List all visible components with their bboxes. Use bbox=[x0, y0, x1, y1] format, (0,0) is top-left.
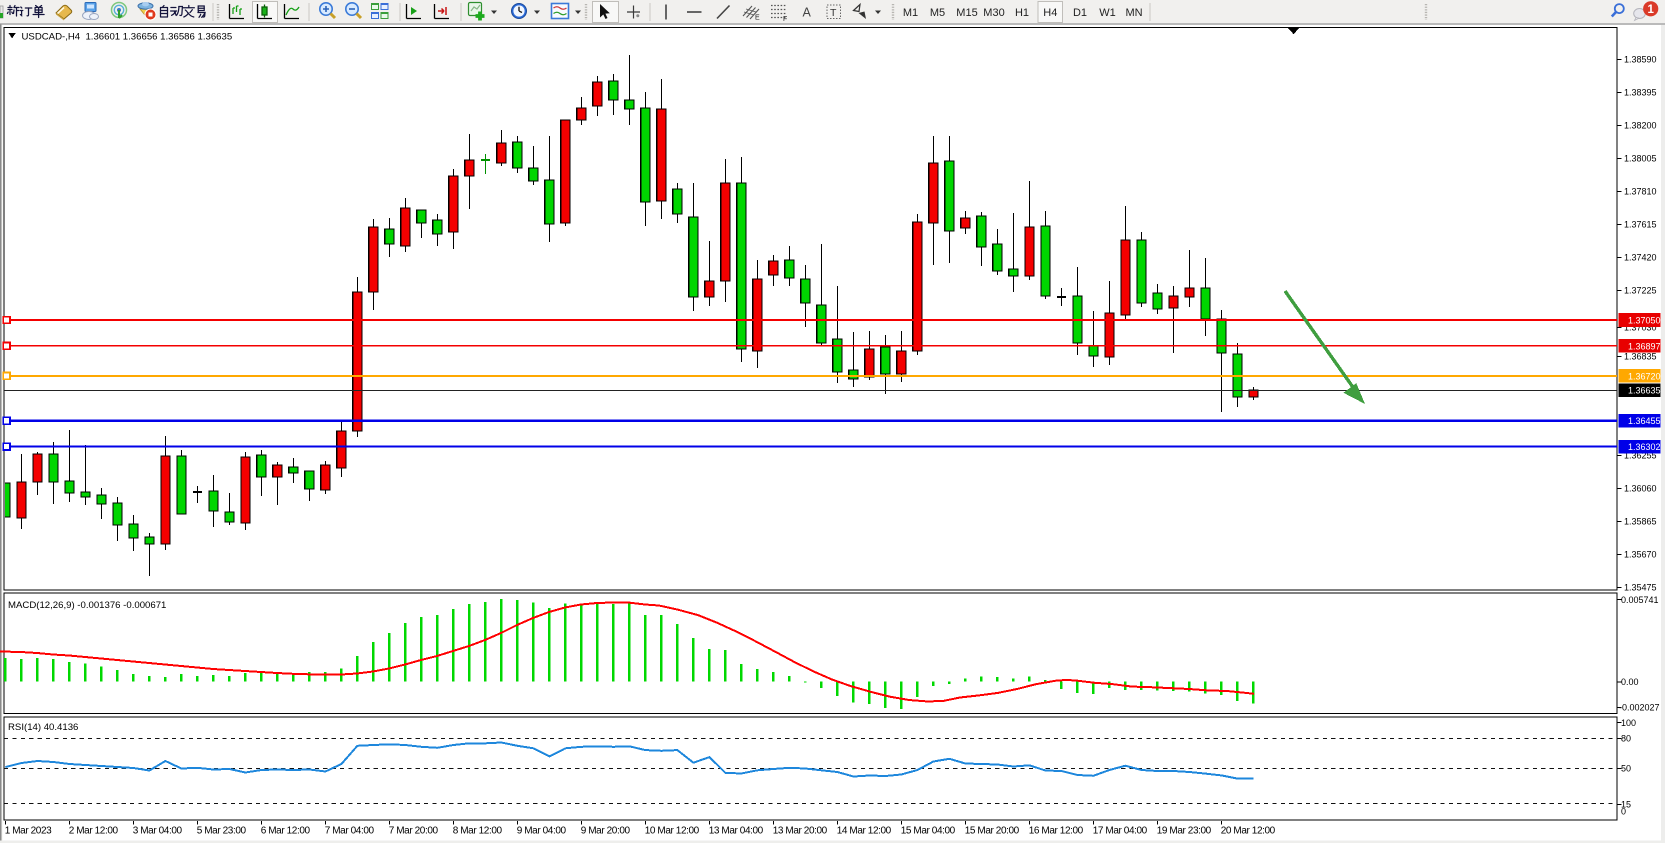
svg-text:1.38395: 1.38395 bbox=[1624, 88, 1657, 98]
svg-text:1.37030: 1.37030 bbox=[1624, 323, 1657, 333]
svg-text:T: T bbox=[830, 7, 837, 19]
svg-text:1.36302: 1.36302 bbox=[1628, 442, 1661, 452]
svg-text:17 Mar 04:00: 17 Mar 04:00 bbox=[1093, 825, 1148, 836]
svg-text:1.37810: 1.37810 bbox=[1624, 187, 1657, 197]
svg-text:15: 15 bbox=[1621, 800, 1631, 810]
svg-text:16 Mar 12:00: 16 Mar 12:00 bbox=[1029, 825, 1084, 836]
svg-text:13 Mar 04:00: 13 Mar 04:00 bbox=[709, 825, 764, 836]
svg-text:15 Mar 04:00: 15 Mar 04:00 bbox=[901, 825, 956, 836]
svg-text:7 Mar 20:00: 7 Mar 20:00 bbox=[389, 825, 439, 836]
svg-text:1.36060: 1.36060 bbox=[1624, 484, 1657, 494]
svg-text:D1: D1 bbox=[1073, 7, 1087, 19]
svg-text:1.36897: 1.36897 bbox=[1628, 341, 1661, 351]
svg-text:MACD(12,26,9) -0.001376 -0.000: MACD(12,26,9) -0.001376 -0.000671 bbox=[8, 600, 166, 611]
svg-text:9 Mar 20:00: 9 Mar 20:00 bbox=[581, 825, 631, 836]
svg-text:2 Mar 12:00: 2 Mar 12:00 bbox=[69, 825, 119, 836]
svg-text:1.37225: 1.37225 bbox=[1624, 286, 1657, 296]
svg-text:1.35475: 1.35475 bbox=[1624, 583, 1657, 593]
svg-text:M5: M5 bbox=[930, 7, 945, 19]
svg-text:E: E bbox=[755, 15, 760, 22]
svg-text:RSI(14) 40.4136: RSI(14) 40.4136 bbox=[8, 722, 78, 733]
svg-text:13 Mar 20:00: 13 Mar 20:00 bbox=[773, 825, 828, 836]
svg-text:MN: MN bbox=[1125, 7, 1142, 19]
svg-text:1.36635: 1.36635 bbox=[1628, 386, 1661, 396]
svg-text:80: 80 bbox=[1621, 734, 1631, 744]
svg-text:100: 100 bbox=[1621, 718, 1636, 728]
svg-text:10 Mar 12:00: 10 Mar 12:00 bbox=[645, 825, 700, 836]
svg-text:0.005741: 0.005741 bbox=[1621, 595, 1659, 605]
svg-text:H1: H1 bbox=[1015, 7, 1029, 19]
svg-text:1.35865: 1.35865 bbox=[1624, 517, 1657, 527]
svg-text:1.36720: 1.36720 bbox=[1628, 371, 1661, 381]
svg-text:8 Mar 12:00: 8 Mar 12:00 bbox=[453, 825, 503, 836]
svg-text:USDCAD-,H4 1.36601 1.36656 1.: USDCAD-,H4 1.36601 1.36656 1.36586 1.366… bbox=[22, 31, 233, 42]
svg-text:9 Mar 04:00: 9 Mar 04:00 bbox=[517, 825, 567, 836]
svg-text:15 Mar 20:00: 15 Mar 20:00 bbox=[965, 825, 1020, 836]
svg-text:1 Mar 2023: 1 Mar 2023 bbox=[5, 825, 52, 836]
svg-text:1: 1 bbox=[1647, 4, 1654, 16]
svg-text:1.36835: 1.36835 bbox=[1624, 352, 1657, 362]
svg-text:-0.002027: -0.002027 bbox=[1619, 703, 1660, 713]
svg-text:1.36255: 1.36255 bbox=[1624, 451, 1657, 461]
svg-text:0: 0 bbox=[1621, 807, 1626, 817]
svg-text:0.00: 0.00 bbox=[1621, 677, 1639, 687]
svg-text:M1: M1 bbox=[903, 7, 918, 19]
svg-text:F: F bbox=[783, 16, 787, 23]
svg-text:1.37420: 1.37420 bbox=[1624, 253, 1657, 263]
svg-text:M30: M30 bbox=[983, 7, 1004, 19]
svg-text:A: A bbox=[803, 6, 812, 20]
svg-text:H4: H4 bbox=[1043, 7, 1057, 19]
svg-text:3 Mar 04:00: 3 Mar 04:00 bbox=[133, 825, 183, 836]
svg-text:20 Mar 12:00: 20 Mar 12:00 bbox=[1221, 825, 1276, 836]
svg-text:19 Mar 23:00: 19 Mar 23:00 bbox=[1157, 825, 1212, 836]
svg-text:7 Mar 04:00: 7 Mar 04:00 bbox=[325, 825, 375, 836]
svg-text:1.38005: 1.38005 bbox=[1624, 154, 1657, 164]
svg-text:5 Mar 23:00: 5 Mar 23:00 bbox=[197, 825, 247, 836]
svg-text:14 Mar 12:00: 14 Mar 12:00 bbox=[837, 825, 892, 836]
svg-text:M15: M15 bbox=[956, 7, 977, 19]
svg-text:1.37050: 1.37050 bbox=[1628, 315, 1661, 325]
svg-text:1.38200: 1.38200 bbox=[1624, 121, 1657, 131]
svg-text:50: 50 bbox=[1621, 764, 1631, 774]
svg-text:1.37615: 1.37615 bbox=[1624, 220, 1657, 230]
svg-text:W1: W1 bbox=[1099, 7, 1116, 19]
svg-text:1.38590: 1.38590 bbox=[1624, 55, 1657, 65]
svg-text:1.36455: 1.36455 bbox=[1628, 416, 1661, 426]
svg-text:1.35670: 1.35670 bbox=[1624, 550, 1657, 560]
svg-text:6 Mar 12:00: 6 Mar 12:00 bbox=[261, 825, 311, 836]
